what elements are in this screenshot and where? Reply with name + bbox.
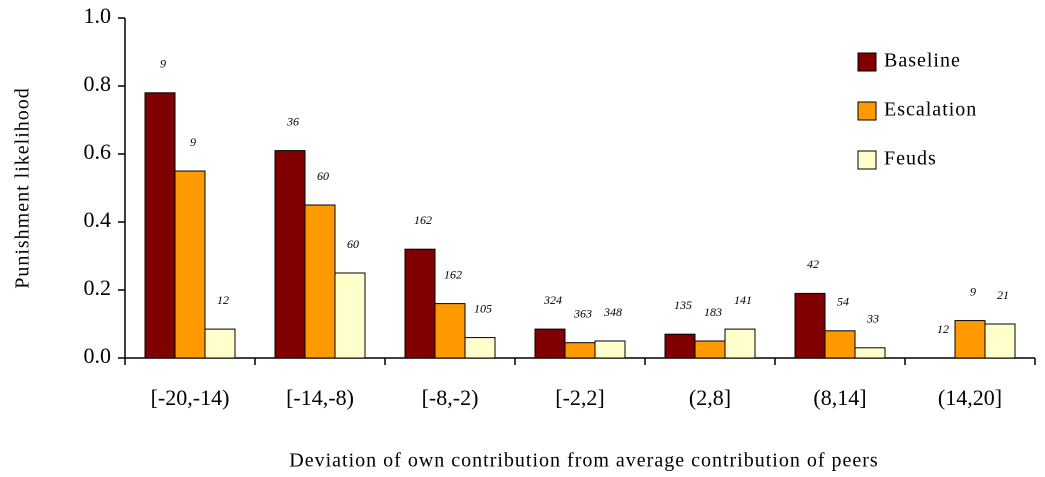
bar bbox=[274, 150, 306, 359]
y-tick-label: 0.8 bbox=[84, 71, 112, 96]
x-tick-label: [-8,-2) bbox=[422, 385, 479, 410]
bar bbox=[564, 342, 596, 359]
legend-swatch bbox=[857, 52, 877, 72]
bar bbox=[464, 337, 496, 359]
n-label: 12 bbox=[217, 293, 229, 307]
y-tick-label: 0.2 bbox=[84, 275, 112, 300]
bar bbox=[434, 303, 466, 359]
x-tick-label: (2,8] bbox=[689, 385, 731, 410]
n-label: 36 bbox=[286, 114, 299, 128]
bar bbox=[204, 328, 236, 359]
bar bbox=[954, 320, 986, 359]
legend-swatch bbox=[857, 101, 877, 121]
bar bbox=[594, 340, 626, 359]
n-label: 135 bbox=[674, 298, 692, 312]
n-label: 42 bbox=[807, 257, 819, 271]
bar bbox=[304, 204, 336, 359]
bar bbox=[404, 248, 436, 359]
n-label: 324 bbox=[543, 293, 562, 307]
bar bbox=[174, 170, 206, 359]
bar bbox=[664, 333, 696, 359]
n-label: 141 bbox=[734, 293, 752, 307]
n-label: 363 bbox=[573, 306, 592, 320]
y-tick-label: 0.0 bbox=[84, 343, 112, 368]
x-tick-label: (8,14] bbox=[813, 385, 866, 410]
legend-label: Feuds bbox=[884, 148, 937, 170]
n-label: 183 bbox=[704, 305, 722, 319]
n-label: 162 bbox=[414, 213, 432, 227]
n-label: 348 bbox=[603, 305, 622, 319]
bar bbox=[534, 328, 566, 359]
bar bbox=[334, 272, 366, 359]
bar bbox=[854, 347, 886, 359]
y-axis-label: Punishment likelihood bbox=[12, 87, 34, 289]
y-tick-label: 1.0 bbox=[84, 3, 112, 28]
legend-label: Baseline bbox=[884, 50, 961, 72]
n-label: 12 bbox=[937, 322, 949, 336]
x-tick-label: [-20,-14) bbox=[151, 385, 230, 410]
n-label: 9 bbox=[160, 57, 166, 71]
n-label: 60 bbox=[347, 237, 359, 251]
n-label: 9 bbox=[190, 135, 196, 149]
y-tick-label: 0.4 bbox=[84, 207, 112, 232]
bar bbox=[824, 330, 856, 359]
bar bbox=[794, 292, 826, 359]
bar bbox=[724, 328, 756, 359]
y-tick-label: 0.6 bbox=[84, 139, 112, 164]
n-label: 54 bbox=[837, 295, 849, 309]
x-tick-label: (14,20] bbox=[938, 385, 1002, 410]
legend-label: Escalation bbox=[884, 99, 977, 121]
bar bbox=[984, 323, 1016, 359]
x-tick-label: [-2,2] bbox=[555, 385, 604, 410]
n-label: 105 bbox=[474, 301, 492, 315]
n-label: 21 bbox=[997, 288, 1009, 302]
x-tick-label: [-14,-8) bbox=[286, 385, 354, 410]
x-axis-label: Deviation of own contribution from avera… bbox=[289, 450, 878, 472]
legend-swatch bbox=[857, 150, 877, 170]
bar bbox=[144, 92, 176, 359]
bar bbox=[694, 340, 726, 359]
n-label: 9 bbox=[970, 284, 976, 298]
n-label: 60 bbox=[317, 169, 329, 183]
n-label: 33 bbox=[866, 312, 879, 326]
n-label: 162 bbox=[444, 267, 462, 281]
